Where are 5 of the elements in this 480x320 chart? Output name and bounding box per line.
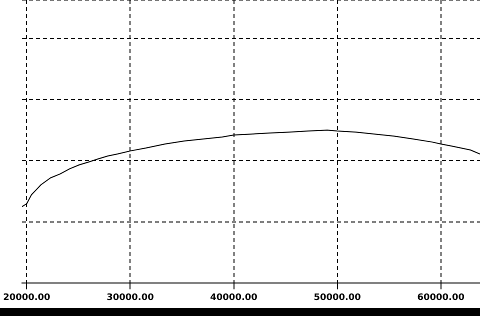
x-tick-label: 60000.00: [417, 292, 464, 303]
x-tick-label: 20000.00: [3, 292, 50, 303]
x-tick-label: 30000.00: [106, 292, 154, 303]
x-tick-label: 50000.00: [314, 292, 361, 303]
x-tick-label: 40000.00: [210, 292, 258, 303]
